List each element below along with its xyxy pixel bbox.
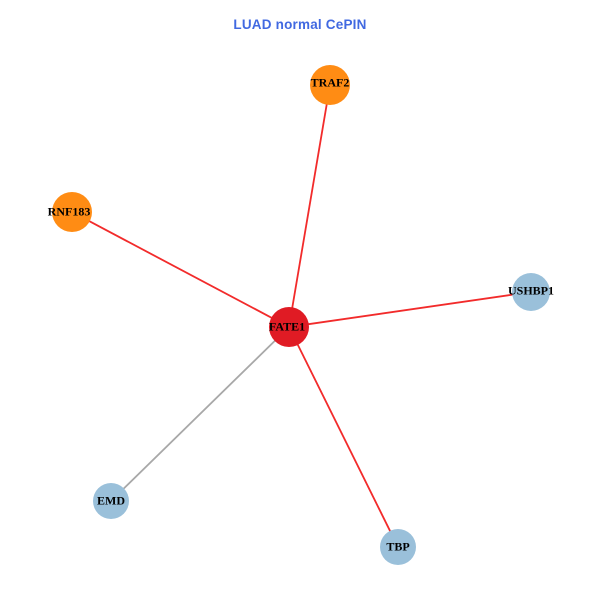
graph-edge <box>305 293 516 326</box>
graph-node-rnf183[interactable] <box>52 192 92 232</box>
graph-edge <box>295 341 393 534</box>
edge-layer <box>86 101 516 534</box>
node-layer <box>52 65 550 565</box>
page-title: LUAD normal CePIN <box>233 17 367 32</box>
graph-node-emd[interactable] <box>93 483 129 519</box>
graph-node-fate1[interactable] <box>269 307 309 347</box>
graph-edge <box>290 101 329 311</box>
graph-edge <box>121 338 278 492</box>
graph-node-tbp[interactable] <box>380 529 416 565</box>
graph-edge <box>86 219 275 320</box>
graph-node-traf2[interactable] <box>310 65 350 105</box>
graph-node-ushbp1[interactable] <box>512 273 550 311</box>
